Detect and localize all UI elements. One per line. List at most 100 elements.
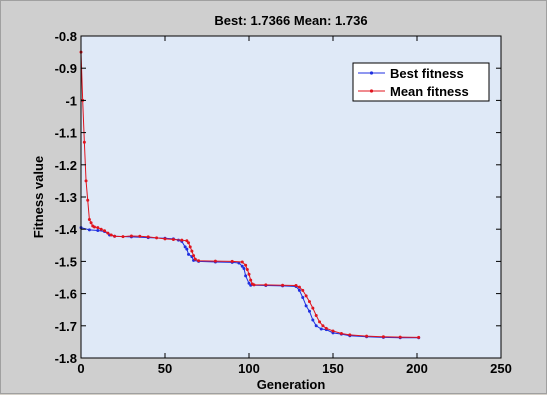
x-tick-label: 250 — [490, 361, 512, 376]
data-point-best-fitness — [96, 228, 100, 232]
y-tick-label: -1.3 — [55, 190, 77, 205]
data-point-mean-fitness — [84, 179, 88, 183]
data-point-best-fitness — [314, 324, 318, 328]
data-point-mean-fitness — [247, 272, 251, 276]
data-point-mean-fitness — [96, 226, 100, 230]
data-point-best-fitness — [244, 274, 248, 278]
data-point-mean-fitness — [129, 234, 133, 238]
data-point-mean-fitness — [348, 333, 352, 337]
data-point-mean-fitness — [106, 231, 110, 235]
y-tick-label: -0.9 — [55, 61, 77, 76]
data-point-mean-fitness — [171, 238, 175, 242]
data-point-mean-fitness — [314, 313, 318, 317]
plot-frame — [80, 35, 502, 359]
data-point-best-fitness — [240, 264, 244, 268]
y-tick-label: -1.8 — [55, 351, 77, 366]
legend-box — [352, 62, 490, 102]
data-point-mean-fitness — [163, 237, 167, 241]
data-point-mean-fitness — [240, 260, 244, 264]
data-point-mean-fitness — [331, 329, 335, 333]
x-tick-label: 0 — [77, 361, 84, 376]
series-layer — [79, 50, 421, 340]
data-point-mean-fitness — [297, 285, 301, 289]
data-point-mean-fitness — [193, 257, 197, 261]
data-point-mean-fitness — [244, 263, 248, 267]
data-point-mean-fitness — [365, 334, 369, 338]
data-point-best-fitness — [187, 252, 191, 256]
data-point-mean-fitness — [99, 227, 103, 231]
data-point-mean-fitness — [249, 278, 253, 282]
data-point-best-fitness — [307, 309, 311, 313]
data-point-mean-fitness — [417, 335, 421, 339]
data-point-mean-fitness — [311, 306, 315, 310]
data-point-mean-fitness — [146, 235, 150, 239]
data-point-mean-fitness — [92, 225, 96, 229]
y-tick-label: -1.4 — [55, 222, 78, 237]
data-point-mean-fitness — [87, 218, 91, 222]
data-point-mean-fitness — [318, 320, 322, 324]
data-point-mean-fitness — [185, 239, 189, 243]
legend-marker-mean — [369, 89, 374, 93]
data-point-mean-fitness — [294, 284, 298, 288]
data-point-mean-fitness — [109, 233, 113, 237]
data-point-best-fitness — [297, 288, 301, 292]
data-point-mean-fitness — [398, 335, 402, 339]
data-point-best-fitness — [301, 295, 305, 299]
data-point-mean-fitness — [321, 324, 325, 328]
data-point-mean-fitness — [264, 283, 268, 287]
data-point-best-fitness — [183, 245, 187, 249]
data-point-mean-fitness — [86, 198, 90, 202]
y-tick-label: -1.5 — [55, 254, 77, 269]
data-point-mean-fitness — [180, 238, 184, 242]
x-tick-label: 200 — [406, 361, 428, 376]
data-point-mean-fitness — [82, 140, 86, 144]
data-point-mean-fitness — [307, 300, 311, 304]
data-point-mean-fitness — [155, 236, 159, 240]
data-point-mean-fitness — [89, 221, 93, 225]
y-tick-label: -1.1 — [55, 126, 77, 141]
series-line-mean-fitness — [80, 52, 419, 338]
y-axis-label: Fitness value — [31, 156, 46, 238]
data-point-mean-fitness — [188, 245, 192, 249]
data-point-mean-fitness — [103, 229, 107, 233]
data-point-mean-fitness — [281, 283, 285, 287]
y-tick-label: -1.2 — [55, 158, 77, 173]
y-tick-label: -1.7 — [55, 319, 77, 334]
chart-title: Best: 1.7366 Mean: 1.736 — [214, 13, 367, 28]
data-point-mean-fitness — [187, 241, 191, 245]
data-point-mean-fitness — [213, 259, 217, 263]
data-point-mean-fitness — [301, 288, 305, 292]
data-point-best-fitness — [311, 318, 315, 322]
data-point-best-fitness — [319, 327, 323, 331]
data-point-best-fitness — [247, 281, 251, 285]
y-tick-label: -0.8 — [55, 29, 77, 44]
legend-label-best: Best fitness — [390, 66, 464, 81]
data-point-mean-fitness — [230, 259, 234, 263]
data-point-best-fitness — [185, 247, 189, 251]
legend-label-mean: Mean fitness — [390, 84, 469, 99]
data-point-best-fitness — [242, 266, 246, 270]
y-tick-label: -1 — [65, 93, 77, 108]
data-point-mean-fitness — [138, 234, 142, 238]
legend: Best fitness Mean fitness — [352, 62, 490, 102]
data-point-best-fitness — [304, 304, 308, 308]
y-tick-label: -1.6 — [55, 287, 77, 302]
data-point-mean-fitness — [245, 267, 249, 271]
legend-marker-best — [369, 71, 374, 75]
data-point-mean-fitness — [121, 235, 125, 239]
data-point-mean-fitness — [324, 326, 328, 330]
data-point-mean-fitness — [381, 335, 385, 339]
ticks-layer: 0 50 100 150 200 250 -1.8 -1.7 -1.6 -1.5 -1.4 -1.3 -… — [55, 29, 512, 376]
x-axis-label: Generation — [257, 377, 326, 392]
x-tick-label: 50 — [158, 361, 172, 376]
data-point-best-fitness — [87, 228, 91, 232]
data-point-mean-fitness — [190, 249, 194, 253]
data-point-mean-fitness — [304, 294, 308, 298]
x-tick-label: 100 — [238, 361, 260, 376]
data-point-mean-fitness — [113, 234, 117, 238]
data-point-mean-fitness — [252, 283, 256, 287]
data-point-mean-fitness — [192, 254, 196, 258]
data-point-mean-fitness — [339, 332, 343, 336]
